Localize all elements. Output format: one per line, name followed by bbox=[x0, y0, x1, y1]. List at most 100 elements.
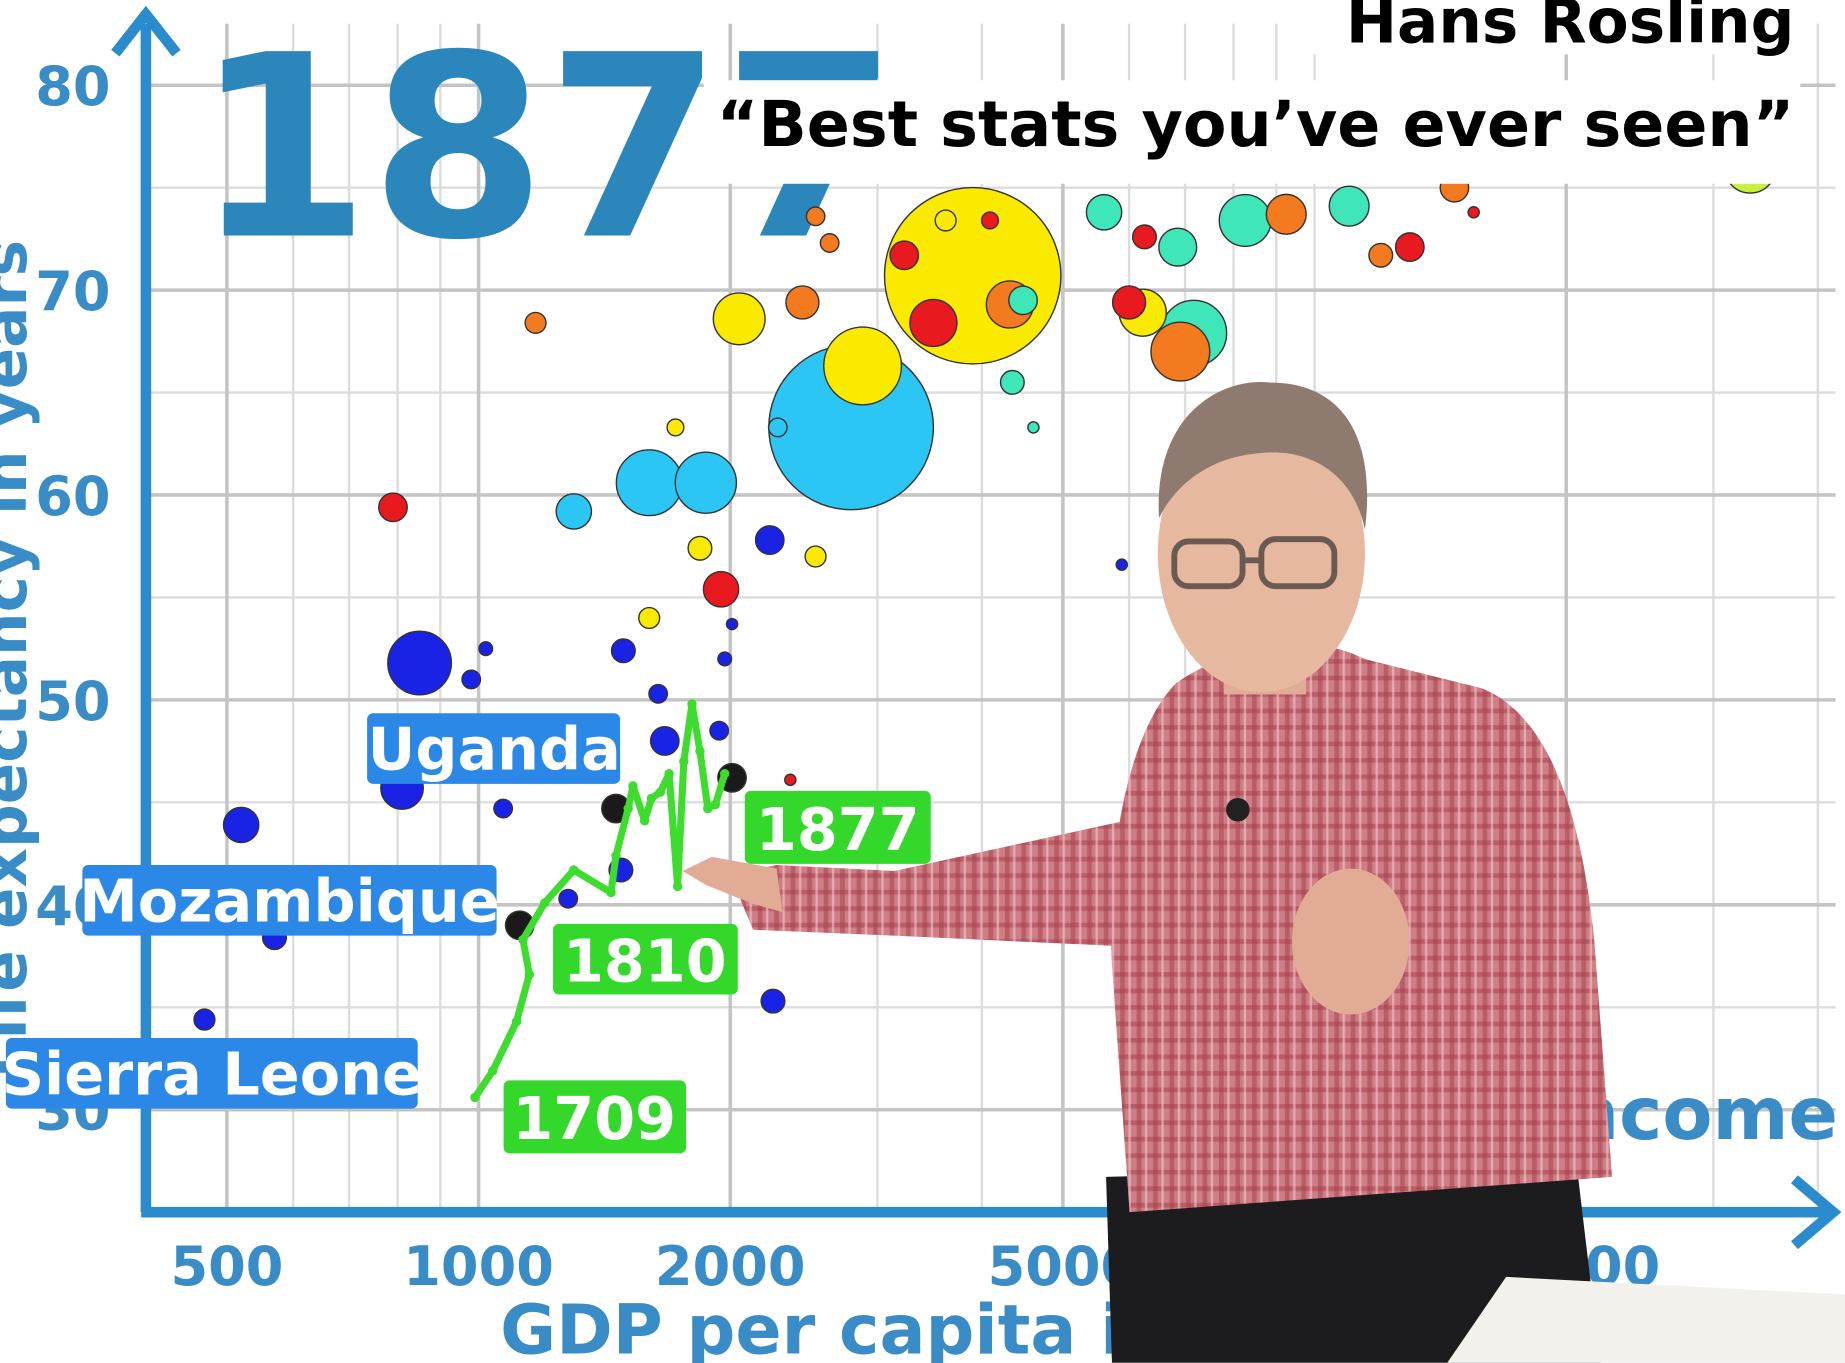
country-label-box bbox=[5, 1038, 418, 1109]
subtitle: “Best stats you’ve ever seen” bbox=[717, 87, 1795, 161]
bubble bbox=[1008, 285, 1038, 316]
bubble bbox=[1265, 193, 1307, 235]
trail-point bbox=[679, 756, 689, 767]
x-tick-label: 2000 bbox=[655, 1235, 806, 1298]
trail-point bbox=[639, 816, 650, 826]
trail-point bbox=[628, 781, 638, 791]
bubble bbox=[1027, 421, 1040, 434]
y-arrow bbox=[111, 5, 181, 57]
bubble bbox=[193, 1008, 216, 1031]
trail-point bbox=[695, 746, 705, 756]
bubble bbox=[615, 449, 683, 517]
trail-point bbox=[672, 881, 683, 892]
bubble bbox=[1111, 285, 1147, 320]
bubble bbox=[804, 545, 827, 568]
y-tick-label: 70 bbox=[35, 260, 110, 323]
sleeve bbox=[729, 812, 1165, 948]
year-label: 1810 bbox=[563, 927, 727, 996]
bubble bbox=[1394, 232, 1425, 263]
title-box bbox=[1306, 0, 1801, 55]
bubble bbox=[785, 285, 820, 320]
trail-point bbox=[606, 887, 616, 898]
subtitle-box bbox=[703, 80, 1801, 184]
country-label: Sierra Leone bbox=[2, 1040, 422, 1109]
trail-point bbox=[511, 1016, 522, 1027]
bubble bbox=[889, 240, 920, 271]
bubble bbox=[638, 606, 661, 630]
presenter bbox=[682, 382, 1845, 1363]
bubble bbox=[999, 369, 1025, 395]
bubble bbox=[378, 492, 408, 523]
bubble bbox=[610, 638, 636, 664]
bubble bbox=[980, 211, 1000, 230]
bubble bbox=[754, 525, 785, 556]
title: Hans Rosling bbox=[1346, 0, 1795, 58]
hand bbox=[682, 856, 783, 913]
bubble bbox=[909, 298, 958, 348]
bubble bbox=[478, 641, 494, 657]
trail-point bbox=[611, 850, 621, 861]
bubble bbox=[784, 773, 797, 787]
trail-point bbox=[664, 768, 674, 779]
bubble bbox=[823, 326, 903, 406]
bubble bbox=[555, 493, 593, 530]
year-label-box bbox=[744, 790, 931, 864]
trousers bbox=[1106, 1165, 1601, 1363]
trail-point bbox=[720, 768, 730, 779]
country-label-box bbox=[82, 865, 497, 936]
trail-point bbox=[710, 799, 721, 810]
bubble bbox=[1158, 227, 1198, 267]
trail-point bbox=[569, 865, 579, 875]
trail-point bbox=[540, 898, 550, 908]
bubble bbox=[461, 669, 482, 690]
hair bbox=[1158, 382, 1368, 530]
ticks: 50010002000500020000304050607080 bbox=[35, 55, 1660, 1298]
bubble bbox=[709, 720, 730, 741]
x-arrow bbox=[1790, 1175, 1842, 1250]
bubble bbox=[934, 209, 957, 232]
bubble bbox=[1218, 193, 1272, 248]
bubble bbox=[493, 798, 514, 819]
x-tick-label: 500 bbox=[170, 1235, 283, 1298]
bubble bbox=[712, 292, 766, 346]
trail-point bbox=[655, 787, 666, 797]
bubble bbox=[524, 311, 547, 335]
glasses bbox=[1171, 536, 1338, 590]
bubble bbox=[1131, 224, 1158, 250]
trail-point bbox=[524, 969, 535, 980]
bubble bbox=[558, 888, 579, 909]
trail-point bbox=[687, 699, 697, 709]
trail-point bbox=[703, 803, 713, 814]
bubble bbox=[819, 233, 840, 253]
bubble bbox=[717, 651, 733, 667]
trail bbox=[470, 699, 730, 1103]
trail-line bbox=[471, 700, 729, 1100]
bubble bbox=[805, 206, 826, 227]
country-label: Uganda bbox=[368, 715, 621, 784]
x-tick-label: 1000 bbox=[403, 1235, 554, 1298]
fist bbox=[1291, 868, 1410, 1015]
bubble bbox=[222, 806, 260, 844]
trail-point bbox=[623, 803, 633, 814]
bubble bbox=[1467, 205, 1480, 219]
trail-point bbox=[488, 1066, 498, 1076]
bubble bbox=[648, 683, 669, 704]
y-tick-label: 50 bbox=[35, 670, 110, 733]
year-label-box bbox=[553, 923, 738, 995]
y-tick-label: 60 bbox=[35, 465, 110, 528]
bubble bbox=[1368, 242, 1394, 268]
year-label-box bbox=[503, 1080, 686, 1154]
bubble bbox=[649, 725, 680, 756]
country-label-box bbox=[367, 713, 621, 784]
bubble bbox=[387, 630, 453, 696]
y-axis-label: Life expectancy in years bbox=[0, 240, 41, 1078]
microphone bbox=[1226, 797, 1250, 822]
bubble bbox=[666, 418, 685, 437]
year-label: 1709 bbox=[512, 1084, 676, 1153]
bubble bbox=[1150, 321, 1211, 382]
trail-point bbox=[470, 1092, 480, 1103]
trail-point bbox=[646, 793, 657, 803]
y-tick-label: 80 bbox=[35, 55, 110, 118]
bubble bbox=[1328, 185, 1370, 227]
